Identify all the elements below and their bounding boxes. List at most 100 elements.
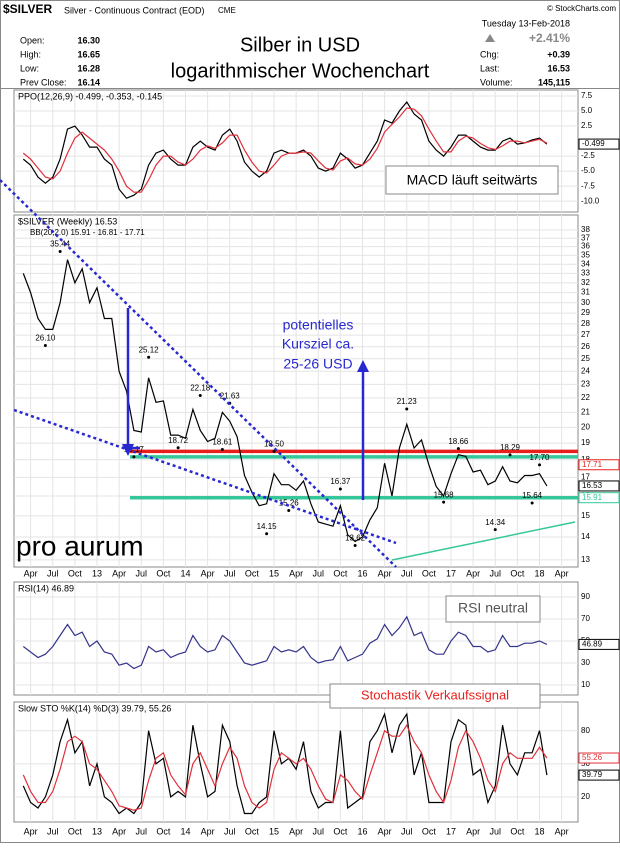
target-text: 25-26 USD: [283, 356, 352, 372]
annotation: 15.68: [434, 490, 455, 499]
annotation: 17.70: [529, 453, 550, 462]
annotation: 26.10: [35, 334, 56, 343]
y-tick-label: 15: [581, 511, 590, 520]
annotation-point: [176, 446, 180, 450]
x-tick-label: Jul: [224, 826, 236, 836]
y-tick-label: 34: [581, 259, 590, 268]
title: logarithmischer Wochenchart: [171, 60, 430, 82]
title: Silber in USD: [240, 34, 360, 56]
y-tick-label: 27: [581, 330, 590, 339]
note: Stochastik Verkaufssignal: [361, 687, 509, 702]
x-tick-label: Apr: [201, 568, 215, 578]
date: Tuesday 13-Feb-2018: [482, 18, 570, 28]
x-tick-label: 18: [534, 568, 544, 578]
legend: PPO(12,26,9) -0.499, -0.353, -0.145: [18, 91, 162, 101]
value: 16.30: [77, 35, 100, 45]
series-line: [22, 712, 548, 815]
x-tick-label: Oct: [510, 826, 525, 836]
annotation: 16.37: [330, 477, 351, 486]
value-tag: [578, 752, 620, 764]
value-tag: [578, 638, 620, 650]
x-tick-label: Jul: [312, 568, 324, 578]
series-line: [22, 100, 548, 199]
annotation-point: [338, 487, 342, 491]
note-box: [329, 683, 541, 709]
y-tick-label: 17: [581, 472, 590, 481]
value: 16.65: [77, 49, 100, 59]
y-tick-label: 35: [581, 250, 590, 259]
x-tick-label: Jul: [135, 826, 147, 836]
note-box: [385, 165, 559, 195]
arrow-head: [122, 444, 134, 456]
label: Chg:: [480, 49, 499, 59]
legend: Slow STO %K(14) %D(3) 39.79, 55.26: [18, 703, 171, 713]
y-tick-label: 10: [581, 680, 590, 689]
value-tag-label: 15.91: [582, 493, 603, 502]
x-tick-label: 15: [269, 568, 279, 578]
y-tick-label: -7.5: [581, 181, 595, 190]
x-tick-label: Oct: [333, 826, 348, 836]
annotation-point: [530, 501, 534, 505]
change-pct: +2.41%: [529, 31, 570, 45]
y-tick-label: 23: [581, 379, 590, 388]
annotation: 14.15: [257, 522, 278, 531]
label: Low:: [20, 63, 39, 73]
annotation-point: [220, 448, 224, 452]
y-tick-label: 80: [581, 726, 590, 735]
support-line: [391, 521, 576, 561]
x-tick-label: 18: [534, 826, 544, 836]
value-tag-label: 17.71: [582, 460, 603, 469]
annotation-point: [43, 344, 47, 348]
label: Prev Close:: [20, 77, 67, 87]
value-tag-label: -0.499: [582, 139, 605, 148]
x-tick-label: Apr: [466, 826, 480, 836]
y-tick-label: -5.0: [581, 166, 595, 175]
label: Last:: [480, 63, 500, 73]
label: Open:: [20, 35, 45, 45]
annotation: 21.23: [397, 397, 418, 406]
y-tick-label: 24: [581, 366, 590, 375]
x-tick-label: 14: [180, 568, 190, 578]
annotation-point: [265, 532, 269, 536]
note-box: [445, 595, 541, 623]
value-tag: [578, 480, 620, 492]
x-tick-label: Apr: [201, 826, 215, 836]
x-tick-label: Apr: [289, 568, 303, 578]
annotation: 18.72: [168, 436, 189, 445]
annotation-point: [456, 447, 460, 451]
annotation: 15.26: [279, 499, 300, 508]
y-tick-label: 70: [581, 614, 590, 623]
y-tick-label: 20: [581, 792, 590, 801]
value-tag-label: 46.89: [582, 640, 603, 649]
x-tick-label: Jul: [135, 568, 147, 578]
y-tick-label: 30: [581, 658, 590, 667]
annotation: 13.62: [345, 534, 366, 543]
annotation-point: [405, 407, 409, 411]
x-tick-label: 17: [446, 568, 456, 578]
value-tag: [578, 769, 620, 781]
value-tag-label: 39.79: [582, 770, 603, 779]
series-line: [22, 107, 548, 193]
annotation: 21.63: [220, 391, 241, 400]
series-line: [22, 615, 548, 670]
x-tick-label: Jul: [401, 568, 413, 578]
y-tick-label: 38: [581, 225, 590, 234]
trend-line: [0, 179, 397, 568]
x-tick-label: Oct: [68, 826, 83, 836]
x-tick-label: Jul: [312, 826, 324, 836]
x-tick-label: Apr: [24, 568, 38, 578]
logo: pro aurum: [16, 530, 144, 561]
series-line: [22, 259, 548, 543]
value-tag: [578, 492, 620, 504]
note: RSI neutral: [458, 600, 528, 616]
annotation: 18.17: [124, 445, 145, 454]
target-text: potentielles: [283, 317, 354, 333]
header-box: [0, 0, 620, 89]
y-tick-label: 2.5: [581, 121, 593, 130]
annotation: 35.44: [50, 240, 71, 249]
value: 16.53: [547, 63, 570, 73]
legend: RSI(14) 46.89: [18, 583, 74, 593]
up-arrow: [485, 34, 495, 42]
label: Volume:: [480, 77, 513, 87]
value-tag: [578, 459, 620, 471]
